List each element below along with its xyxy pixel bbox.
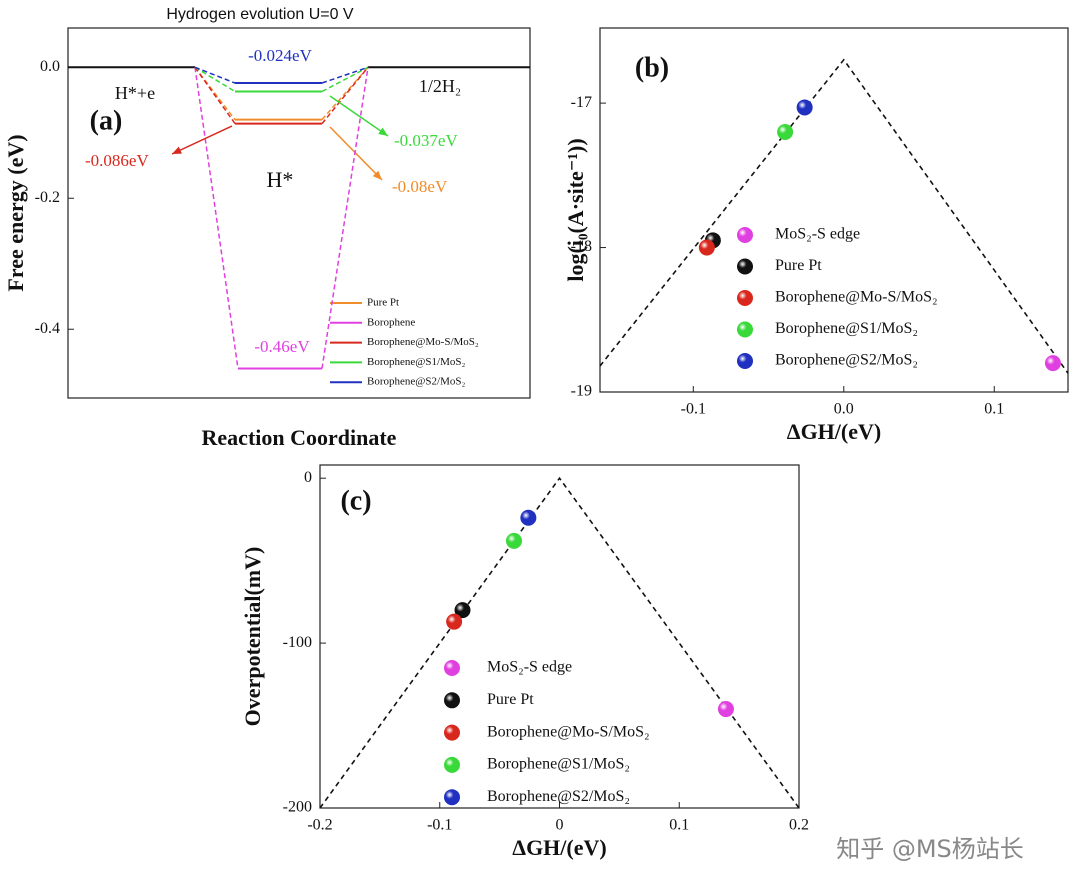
legend-label: Borophene@S2/MoS₂ <box>367 376 465 388</box>
legend-label: Borophene@S1/MoS₂ <box>487 756 630 773</box>
y-tick-label: -100 <box>283 634 312 651</box>
plot-frame <box>599 27 1069 393</box>
x-tick-label: 0.0 <box>834 401 854 418</box>
y-tick-label: 0 <box>304 469 312 486</box>
data-point <box>1044 355 1061 372</box>
plot-frame <box>67 27 531 399</box>
watermark: 知乎 @MS杨站长 <box>836 835 1024 863</box>
trend-line <box>599 58 1069 374</box>
y-tick-label: -17 <box>571 94 592 111</box>
data-point <box>520 509 537 526</box>
state-label: H* <box>267 167 294 192</box>
state-label: 1/2H₂ <box>419 76 461 96</box>
panel-label: (a) <box>90 105 123 136</box>
y-axis-label: Overpotential(mV) <box>240 547 265 727</box>
value-label: -0.024eV <box>248 46 312 65</box>
x-tick-label: -0.1 <box>681 401 706 418</box>
y-tick-label: -0.4 <box>35 320 60 337</box>
x-tick-label: 0.1 <box>669 817 689 834</box>
energy-connector <box>194 66 369 93</box>
panel-label: (c) <box>340 485 371 516</box>
x-tick-label: -0.2 <box>307 817 332 834</box>
arrow <box>171 125 233 155</box>
x-tick-label: -0.1 <box>427 817 452 834</box>
x-axis-label: ΔGH/(eV) <box>787 419 881 444</box>
energy-connector <box>194 66 369 84</box>
arrow <box>329 95 389 137</box>
legend-label: Borophene@S2/MoS₂ <box>487 788 630 805</box>
legend-marker <box>444 692 460 709</box>
legend-marker <box>444 660 460 676</box>
legend-marker <box>444 756 460 773</box>
legend-label: Borophene <box>367 316 415 328</box>
value-label: -0.46eV <box>254 337 310 356</box>
y-axis-label: log(i₀(A·site⁻¹)) <box>563 138 588 281</box>
y-tick-label: -200 <box>283 799 312 816</box>
data-point <box>454 602 471 619</box>
legend-marker <box>444 724 460 741</box>
value-label: -0.08eV <box>392 177 448 196</box>
legend-marker <box>737 321 753 338</box>
trend-line <box>319 476 800 809</box>
legend-label: Borophene@S2/MoS₂ <box>775 352 918 369</box>
arrow-head <box>378 127 388 136</box>
panel-label: (b) <box>635 52 669 83</box>
x-tick-label: 0.2 <box>789 817 809 834</box>
arrow-head <box>172 146 182 154</box>
y-tick-label: -0.2 <box>35 189 60 206</box>
arrow <box>329 126 383 181</box>
y-tick-label: -18 <box>571 238 592 255</box>
legend-label: Pure Pt <box>775 257 822 274</box>
legend-marker <box>737 227 753 243</box>
legend-label: Pure Pt <box>367 297 399 309</box>
arrow-head <box>372 170 382 180</box>
legend-marker <box>444 789 460 806</box>
data-point <box>446 613 463 630</box>
legend-marker <box>737 258 753 275</box>
value-label: -0.037eV <box>394 131 458 150</box>
energy-connector <box>194 66 369 121</box>
legend-label: Borophene@Mo-S/MoS₂ <box>487 723 650 740</box>
legend-label: Borophene@S1/MoS₂ <box>775 320 918 337</box>
legend-label: Pure Pt <box>487 691 534 708</box>
value-label: -0.086eV <box>85 151 149 170</box>
x-tick-label: 0.1 <box>984 401 1004 418</box>
data-point <box>717 701 734 718</box>
y-axis-label: Free energy (eV) <box>3 134 28 291</box>
legend-marker <box>737 353 753 369</box>
data-point <box>796 99 813 116</box>
legend-label: MoS₂-S edge <box>775 226 860 243</box>
y-tick-label: -19 <box>571 383 592 400</box>
legend-label: Borophene@Mo-S/MoS₂ <box>775 289 938 306</box>
x-axis-label: ΔGH/(eV) <box>512 835 606 860</box>
energy-connector <box>194 66 369 125</box>
legend-label: MoS₂-S edge <box>487 659 572 676</box>
x-tick-label: 0 <box>556 817 564 834</box>
y-tick-label: 0.0 <box>40 58 60 75</box>
data-point <box>505 532 522 549</box>
legend-marker <box>737 290 753 306</box>
data-point <box>777 124 794 140</box>
x-axis-label: Reaction Coordinate <box>202 425 397 450</box>
chart-title: Hydrogen evolution U=0 V <box>166 6 354 23</box>
legend-label: Borophene@S1/MoS₂ <box>367 356 465 368</box>
data-point <box>698 239 715 256</box>
state-label: H*+e <box>115 83 155 103</box>
legend-label: Borophene@Mo-S/MoS₂ <box>367 336 479 348</box>
energy-connector <box>194 67 369 369</box>
